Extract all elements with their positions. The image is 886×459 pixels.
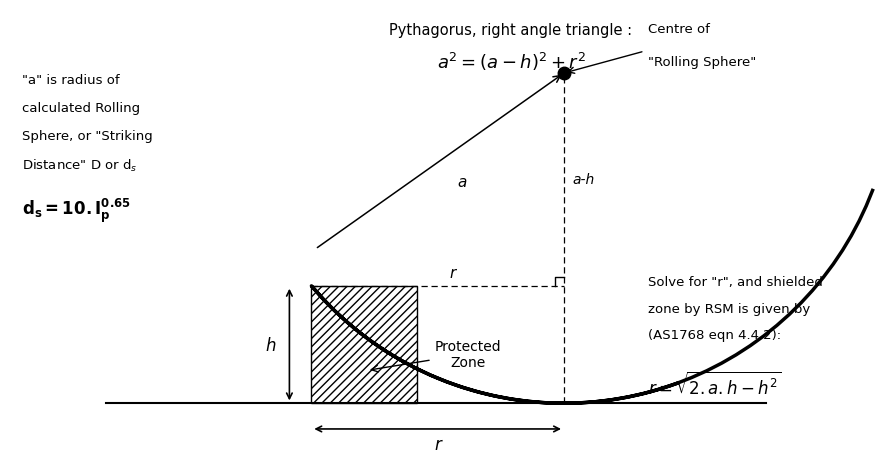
Text: Centre of: Centre of (648, 23, 710, 36)
Text: Sphere, or "Striking: Sphere, or "Striking (21, 129, 152, 143)
Text: a: a (457, 175, 467, 190)
Text: Distance" D or d$_s$: Distance" D or d$_s$ (21, 157, 137, 174)
Text: Pythagorus, right angle triangle :: Pythagorus, right angle triangle : (389, 22, 632, 38)
Text: $\mathbf{d_s = 10.I_p^{0.65}}$: $\mathbf{d_s = 10.I_p^{0.65}}$ (21, 196, 130, 224)
Text: Protected
Zone: Protected Zone (371, 339, 501, 372)
Bar (311, 286, 417, 403)
Text: "Rolling Sphere": "Rolling Sphere" (648, 56, 756, 68)
Text: Solve for "r", and shielded: Solve for "r", and shielded (648, 275, 822, 288)
Text: h: h (266, 336, 276, 354)
Text: r: r (449, 265, 455, 280)
Text: $a^2 = (a-h)^2 + r^2$: $a^2 = (a-h)^2 + r^2$ (436, 50, 585, 73)
Text: a-h: a-h (572, 173, 595, 187)
Text: $r = \sqrt{2.a.h - h^2}$: $r = \sqrt{2.a.h - h^2}$ (648, 370, 781, 397)
Text: zone by RSM is given by: zone by RSM is given by (648, 302, 810, 315)
Text: r: r (434, 435, 440, 453)
Text: "a" is radius of: "a" is radius of (21, 74, 119, 87)
Text: calculated Rolling: calculated Rolling (21, 102, 140, 115)
Text: (AS1768 eqn 4.4.2):: (AS1768 eqn 4.4.2): (648, 329, 781, 341)
